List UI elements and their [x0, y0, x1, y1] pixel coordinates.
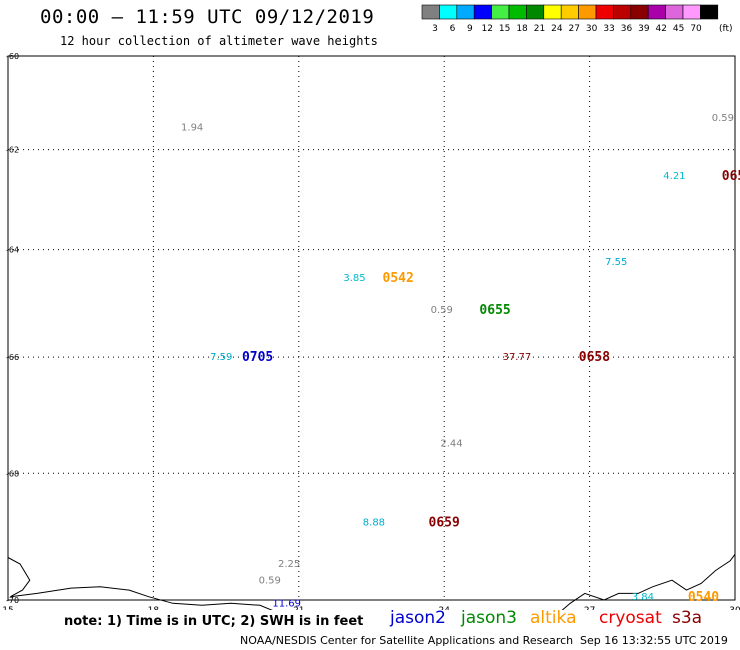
legend-label: 45 — [673, 24, 684, 34]
coastline — [561, 554, 736, 610]
legend-swatch — [700, 4, 719, 20]
wave-height-label: 0.59 — [431, 305, 453, 316]
legend-label: 42 — [656, 24, 667, 34]
legend-label: 24 — [551, 24, 563, 34]
wave-height-label: 1.94 — [181, 122, 203, 133]
legend-label: 21 — [534, 24, 545, 34]
legend-label: 9 — [467, 24, 473, 34]
generated-timestamp: Sep 16 13:32:55 UTC 2019 — [580, 634, 728, 647]
wave-height-label: 3.85 — [343, 273, 365, 284]
mission-cryosat: cryosat — [599, 608, 662, 628]
legend-label: 36 — [621, 24, 633, 34]
wave-height-label: 7.59 — [210, 352, 232, 363]
color-legend: 3 6 9 12 15 18 21 24 27 30 33 36 39 42 45 70 (ft) — [421, 4, 733, 34]
mission-jason2: jason2 — [390, 608, 446, 628]
wave-height-label: 2.44 — [440, 438, 462, 449]
lat-tick-label: -70 — [6, 596, 19, 605]
credit-line: NOAA/NESDIS Center for Satellite Applica… — [240, 634, 574, 647]
footer-note: note: 1) Time is in UTC; 2) SWH is in fe… — [64, 614, 364, 629]
page-title: 00:00 – 11:59 UTC 09/12/2019 — [40, 6, 375, 28]
legend-label: 33 — [603, 24, 614, 34]
legend-label: 70 — [690, 24, 702, 34]
legend-label: 6 — [450, 24, 456, 34]
lat-tick-label: -68 — [6, 469, 19, 478]
map-border — [7, 55, 736, 601]
lon-tick-label: 24 — [438, 606, 450, 610]
pass-time-label: 0657 — [722, 169, 740, 184]
lon-tick-label: 27 — [584, 606, 595, 610]
mission-altika: altika — [530, 608, 577, 628]
legend-label: 27 — [569, 24, 580, 34]
legend-label: 39 — [638, 24, 650, 34]
wave-height-label: 0.59 — [712, 113, 734, 124]
wave-height-label: 37.77 — [503, 352, 532, 363]
legend-label: 15 — [499, 24, 510, 34]
wave-height-label: 7.55 — [605, 257, 627, 268]
page-subtitle: 12 hour collection of altimeter wave hei… — [60, 34, 378, 48]
lat-tick-label: -66 — [6, 353, 19, 362]
lat-tick-label: -60 — [6, 52, 19, 61]
wave-height-label: 4.21 — [663, 171, 685, 182]
legend-label: 18 — [516, 24, 528, 34]
pass-time-label: 0659 — [429, 516, 460, 531]
lat-tick-label: -64 — [6, 246, 19, 255]
mission-jason3: jason3 — [461, 608, 517, 628]
pass-time-label: 0655 — [479, 303, 510, 318]
lon-tick-label: 15 — [2, 606, 13, 610]
wave-height-label: 0.59 — [259, 576, 281, 587]
map-frame: 15 18 21 24 27 30 -60 -62 -64 -66 -68 -70 1.94 0.59 4.… — [2, 52, 740, 610]
lon-tick-label: 30 — [729, 606, 740, 610]
lon-tick-label: 21 — [293, 606, 304, 610]
legend-label: 30 — [586, 24, 598, 34]
pass-time-label: 0542 — [383, 271, 414, 286]
lat-tick-label: -62 — [6, 146, 19, 155]
legend-label: 3 — [432, 24, 438, 34]
pass-time-label: 0705 — [242, 350, 273, 365]
pass-time-label: 0540 — [688, 590, 719, 605]
coastline — [7, 557, 273, 610]
wave-height-label: 8.88 — [363, 518, 385, 529]
legend-unit: (ft) — [719, 24, 733, 34]
wave-height-label: 2.25 — [278, 559, 300, 570]
mission-s3a: s3a — [672, 608, 703, 628]
wave-height-label: 3.84 — [632, 592, 654, 603]
wave-height-label: 11.69 — [272, 599, 301, 610]
pass-time-label: 0658 — [579, 350, 610, 365]
legend-label: 12 — [482, 24, 493, 34]
lon-tick-label: 18 — [148, 606, 160, 610]
